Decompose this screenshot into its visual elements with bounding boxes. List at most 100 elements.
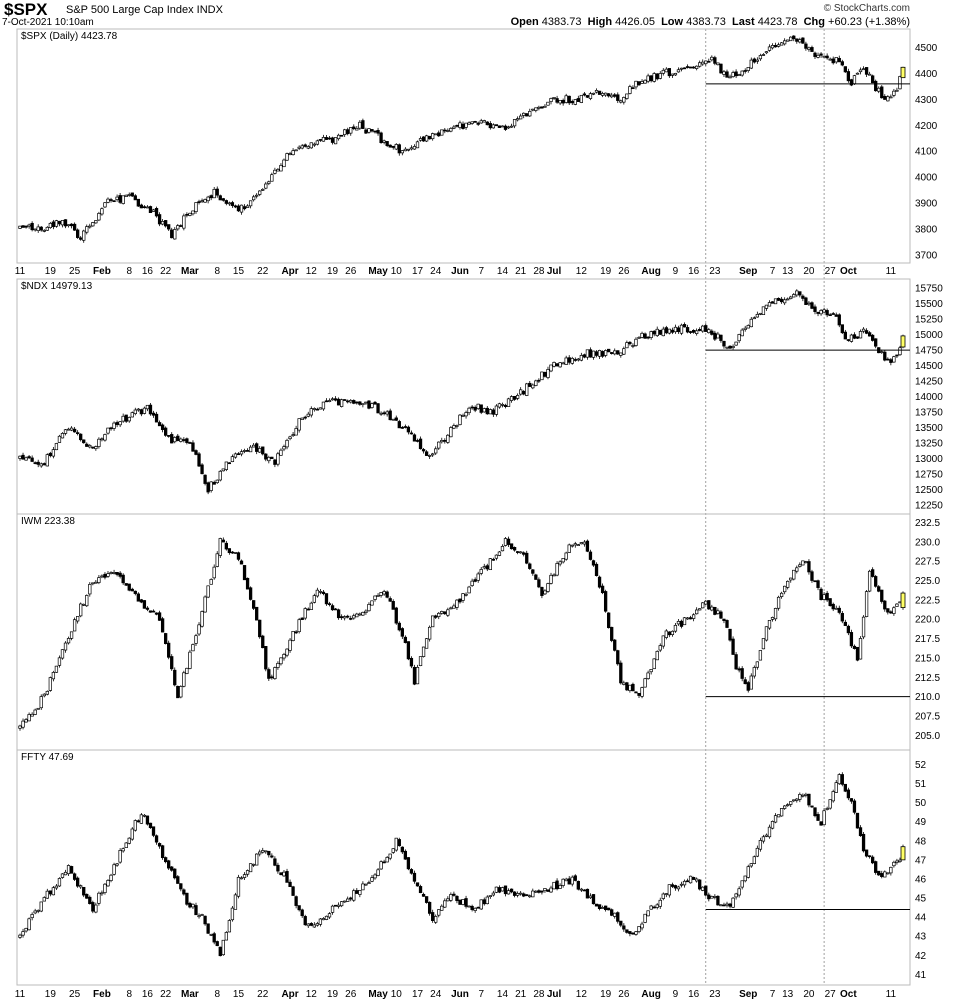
candle-body — [640, 332, 644, 338]
candle-body — [54, 220, 59, 227]
candle-body — [673, 72, 678, 76]
candle-body — [415, 882, 420, 887]
candle-body — [846, 789, 851, 799]
candle-body — [661, 69, 665, 74]
candle-body — [561, 878, 565, 886]
candle-body — [57, 435, 62, 443]
candle-body — [597, 90, 602, 95]
candle-body — [491, 409, 496, 415]
candle-body — [79, 237, 83, 240]
candle-body — [576, 544, 580, 546]
candle-body — [379, 861, 383, 870]
candle-body — [458, 598, 462, 603]
candle-body — [142, 206, 147, 209]
candle-body — [761, 54, 766, 56]
candle-body — [528, 111, 532, 117]
x-tick-label-top: 13 — [782, 266, 794, 277]
candle-body — [664, 893, 668, 895]
candle-body — [330, 605, 335, 611]
candle-body — [792, 294, 796, 298]
candle-body — [764, 834, 769, 837]
candle-body — [497, 551, 502, 556]
candle-body — [106, 573, 110, 577]
candle-body — [239, 560, 244, 565]
candle-body — [895, 860, 899, 863]
candle-body — [743, 327, 747, 330]
candle-body — [710, 56, 714, 61]
candle-body — [312, 924, 316, 928]
candle-body — [388, 853, 392, 859]
candle-body — [795, 290, 799, 296]
candle-body — [160, 618, 165, 633]
candle-body — [397, 144, 401, 154]
candle-body — [364, 610, 368, 613]
candle-body — [82, 230, 86, 241]
candle-body — [379, 412, 383, 415]
candle-body — [886, 358, 890, 361]
candle-body — [191, 442, 195, 452]
candle-body — [412, 146, 417, 150]
candle-body — [224, 932, 228, 941]
candle-body — [124, 414, 128, 422]
candle-body — [276, 169, 280, 172]
candle-body — [412, 434, 417, 442]
y-tick-label: 3900 — [915, 199, 938, 210]
candle-body — [315, 140, 320, 145]
candle-body — [698, 879, 702, 890]
candle-body — [142, 814, 147, 817]
candle-body — [573, 875, 577, 881]
candle-body — [76, 616, 80, 622]
low-value: 4383.73 — [686, 16, 726, 28]
y-tick-label: 4300 — [915, 95, 938, 106]
candle-body — [546, 101, 550, 106]
candle-body — [449, 894, 453, 901]
y-tick-label: 44 — [915, 913, 927, 924]
candle-body — [33, 910, 37, 914]
candle-body — [112, 864, 116, 875]
candle-body — [610, 909, 614, 916]
candle-body — [537, 890, 541, 893]
candle-body — [631, 683, 635, 692]
candle-body — [843, 331, 847, 340]
candle-body — [330, 398, 335, 401]
candle-body — [437, 612, 441, 618]
candle-body — [688, 331, 693, 333]
candle-body — [749, 59, 753, 69]
candle-body — [834, 607, 838, 610]
candle-body — [303, 416, 307, 419]
candle-body — [737, 74, 741, 76]
candle-body — [72, 428, 77, 433]
candle-body — [291, 630, 295, 641]
x-tick-label-bottom: 13 — [782, 989, 794, 1000]
candle-body — [600, 93, 605, 96]
y-tick-label: 13750 — [915, 407, 943, 418]
candle-body — [749, 863, 753, 867]
candle-body — [382, 591, 386, 595]
candle-body — [786, 804, 790, 807]
candle-body — [534, 574, 538, 580]
candle-body — [51, 887, 56, 896]
candle-body — [42, 463, 46, 466]
y-tick-label: 210.0 — [915, 692, 940, 703]
candle-body — [297, 905, 301, 911]
candle-body — [740, 668, 744, 679]
candle-body — [94, 581, 98, 584]
x-tick-label-top: 12 — [576, 266, 588, 277]
candle-body — [467, 905, 471, 908]
y-tick-label: 14500 — [915, 361, 943, 372]
panel-label: FFTY 47.69 — [21, 752, 74, 763]
candle-body — [285, 153, 289, 161]
candle-body — [573, 543, 577, 546]
x-tick-label-top: 16 — [688, 266, 700, 277]
x-tick-label-bottom: Mar — [181, 989, 199, 1000]
candle-body — [109, 427, 113, 430]
candle-body — [889, 96, 893, 99]
candle-body — [570, 101, 574, 104]
panel-frame — [16, 749, 911, 986]
candle-body — [883, 600, 887, 610]
candle-body — [233, 205, 238, 208]
x-tick-label-top: 19 — [45, 266, 57, 277]
candle-body — [594, 90, 599, 93]
candle-body — [464, 593, 468, 596]
candle-body — [582, 93, 587, 96]
